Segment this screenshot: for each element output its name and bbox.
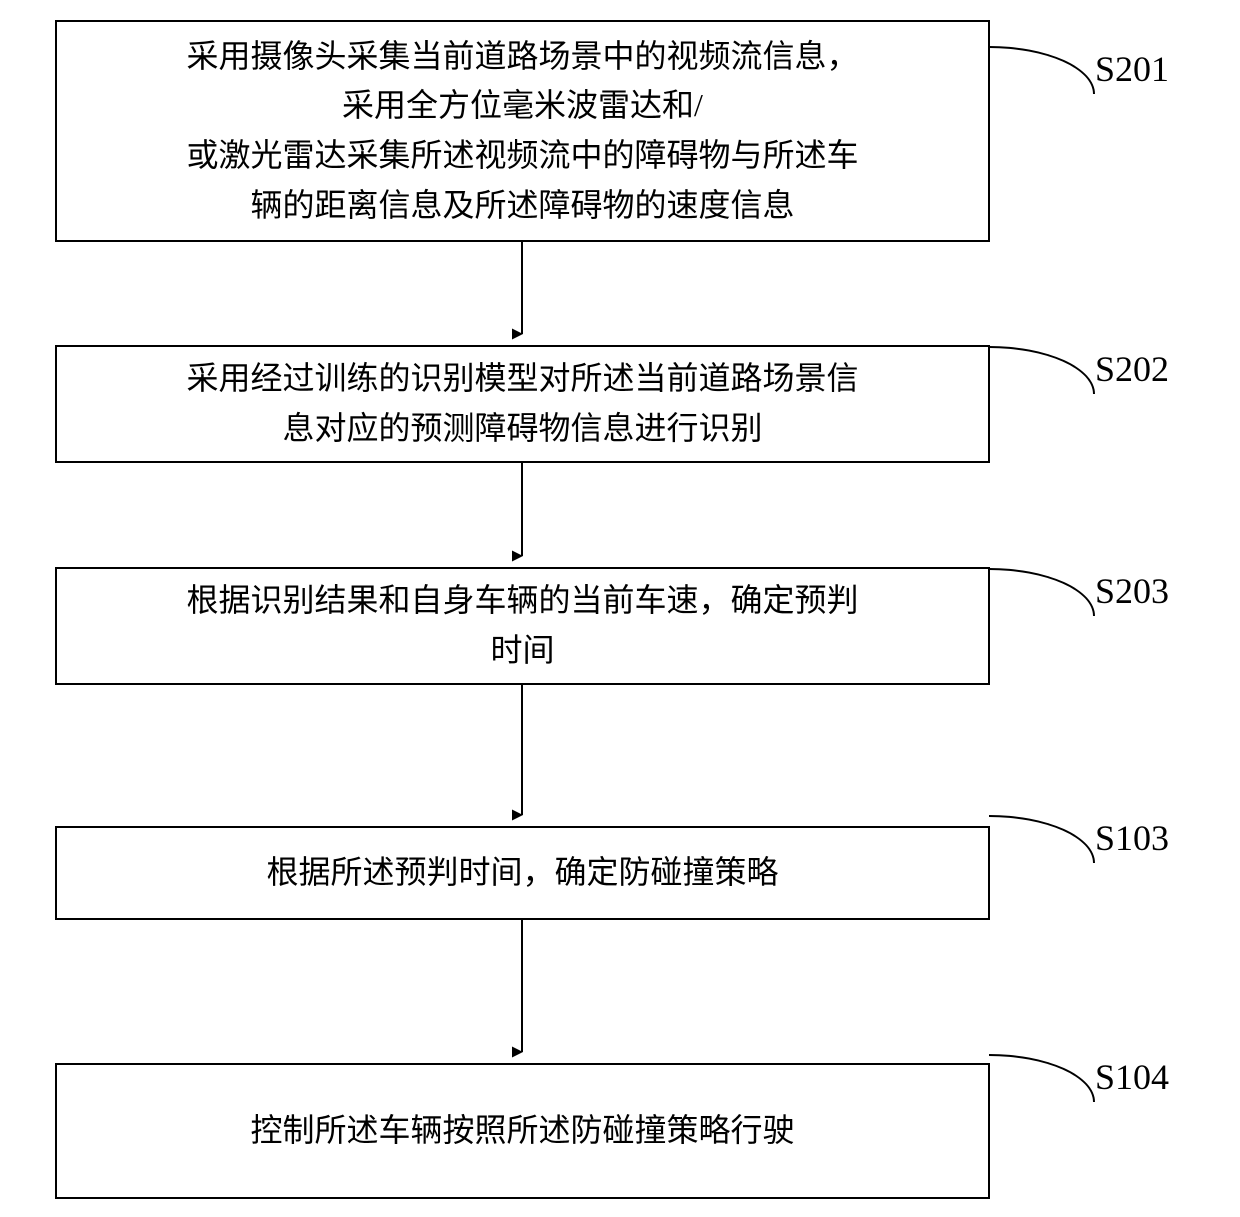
flow-node-s103: 根据所述预判时间，确定防碰撞策略 — [55, 826, 990, 920]
flow-node-s202: 采用经过训练的识别模型对所述当前道路场景信 息对应的预测障碍物信息进行识别 — [55, 345, 990, 463]
flow-node-s201-text: 采用摄像头采集当前道路场景中的视频流信息， 采用全方位毫米波雷达和/ 或激光雷达… — [186, 32, 858, 230]
flow-node-s104-text: 控制所述车辆按照所述防碰撞策略行驶 — [250, 1106, 794, 1156]
flow-node-s203: 根据识别结果和自身车辆的当前车速，确定预判 时间 — [55, 567, 990, 685]
step-label-s202: S202 — [1095, 348, 1169, 390]
step-label-s104: S104 — [1095, 1056, 1169, 1098]
flow-node-s202-text: 采用经过训练的识别模型对所述当前道路场景信 息对应的预测障碍物信息进行识别 — [186, 354, 858, 453]
flowchart-canvas: 采用摄像头采集当前道路场景中的视频流信息， 采用全方位毫米波雷达和/ 或激光雷达… — [0, 0, 1240, 1217]
step-label-s103: S103 — [1095, 817, 1169, 859]
step-label-s201: S201 — [1095, 48, 1169, 90]
label-connector-s103 — [989, 815, 1095, 863]
label-connector-s201 — [989, 46, 1095, 94]
flow-node-s203-text: 根据识别结果和自身车辆的当前车速，确定预判 时间 — [186, 576, 858, 675]
label-connector-s203 — [989, 568, 1095, 616]
step-label-s203: S203 — [1095, 570, 1169, 612]
flow-node-s104: 控制所述车辆按照所述防碰撞策略行驶 — [55, 1063, 990, 1199]
label-connector-s202 — [989, 346, 1095, 394]
flow-node-s103-text: 根据所述预判时间，确定防碰撞策略 — [266, 848, 778, 898]
flow-node-s201: 采用摄像头采集当前道路场景中的视频流信息， 采用全方位毫米波雷达和/ 或激光雷达… — [55, 20, 990, 242]
label-connector-s104 — [989, 1054, 1095, 1102]
